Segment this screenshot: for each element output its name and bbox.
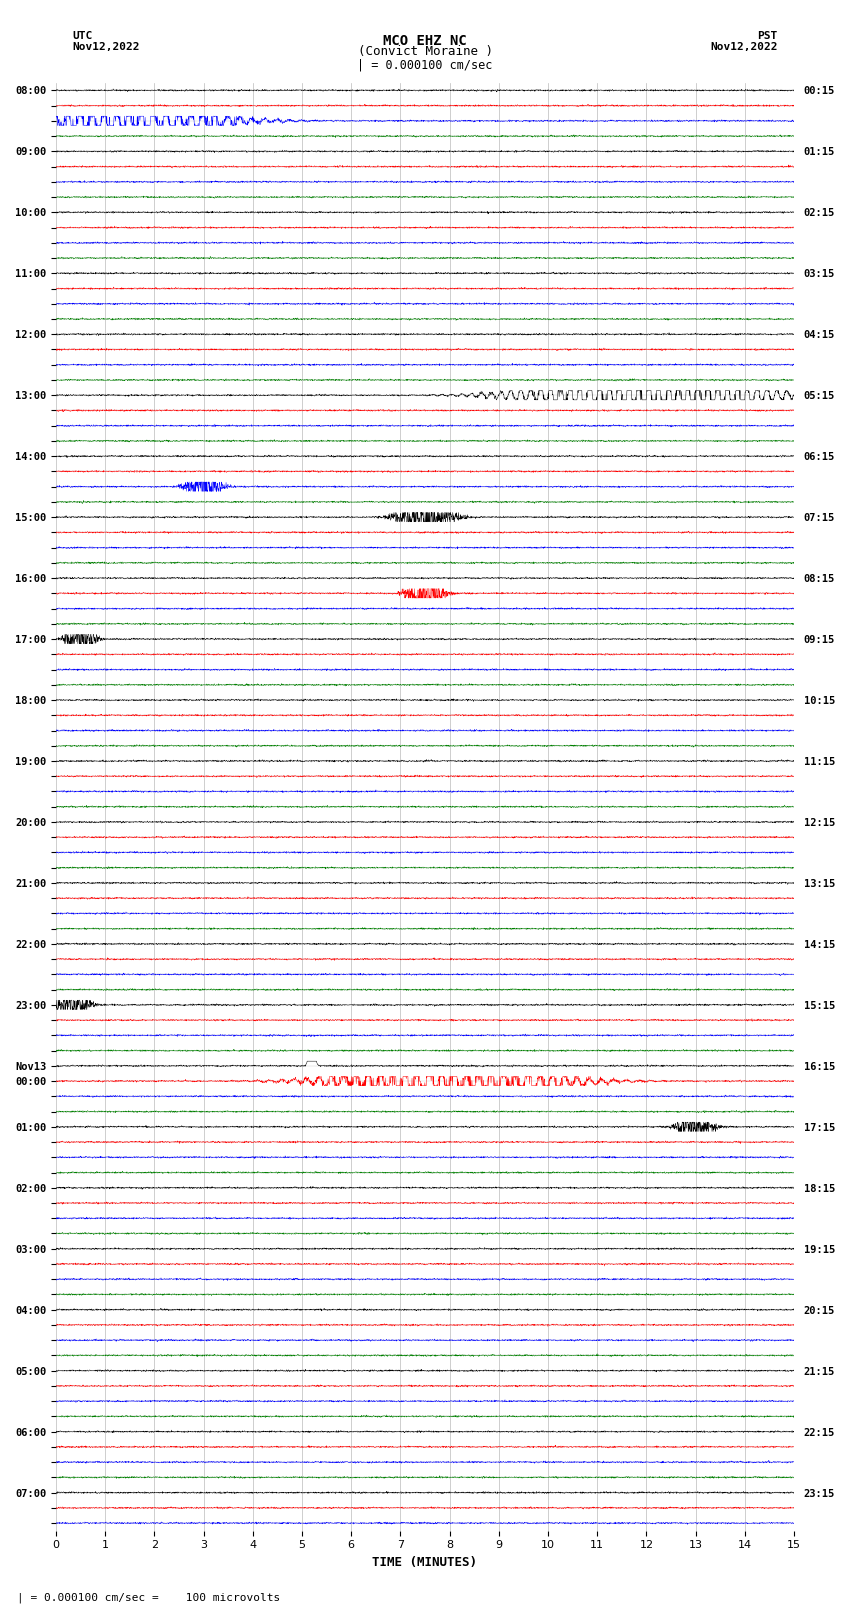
Text: Nov12,2022: Nov12,2022 — [711, 42, 778, 52]
Text: | = 0.000100 cm/sec =    100 microvolts: | = 0.000100 cm/sec = 100 microvolts — [17, 1592, 280, 1603]
Text: PST: PST — [757, 31, 778, 40]
Text: (Convict Moraine ): (Convict Moraine ) — [358, 45, 492, 58]
Text: UTC: UTC — [72, 31, 93, 40]
Text: Nov12,2022: Nov12,2022 — [72, 42, 139, 52]
X-axis label: TIME (MINUTES): TIME (MINUTES) — [372, 1557, 478, 1569]
Text: MCO EHZ NC: MCO EHZ NC — [383, 34, 467, 48]
Text: | = 0.000100 cm/sec: | = 0.000100 cm/sec — [357, 58, 493, 71]
